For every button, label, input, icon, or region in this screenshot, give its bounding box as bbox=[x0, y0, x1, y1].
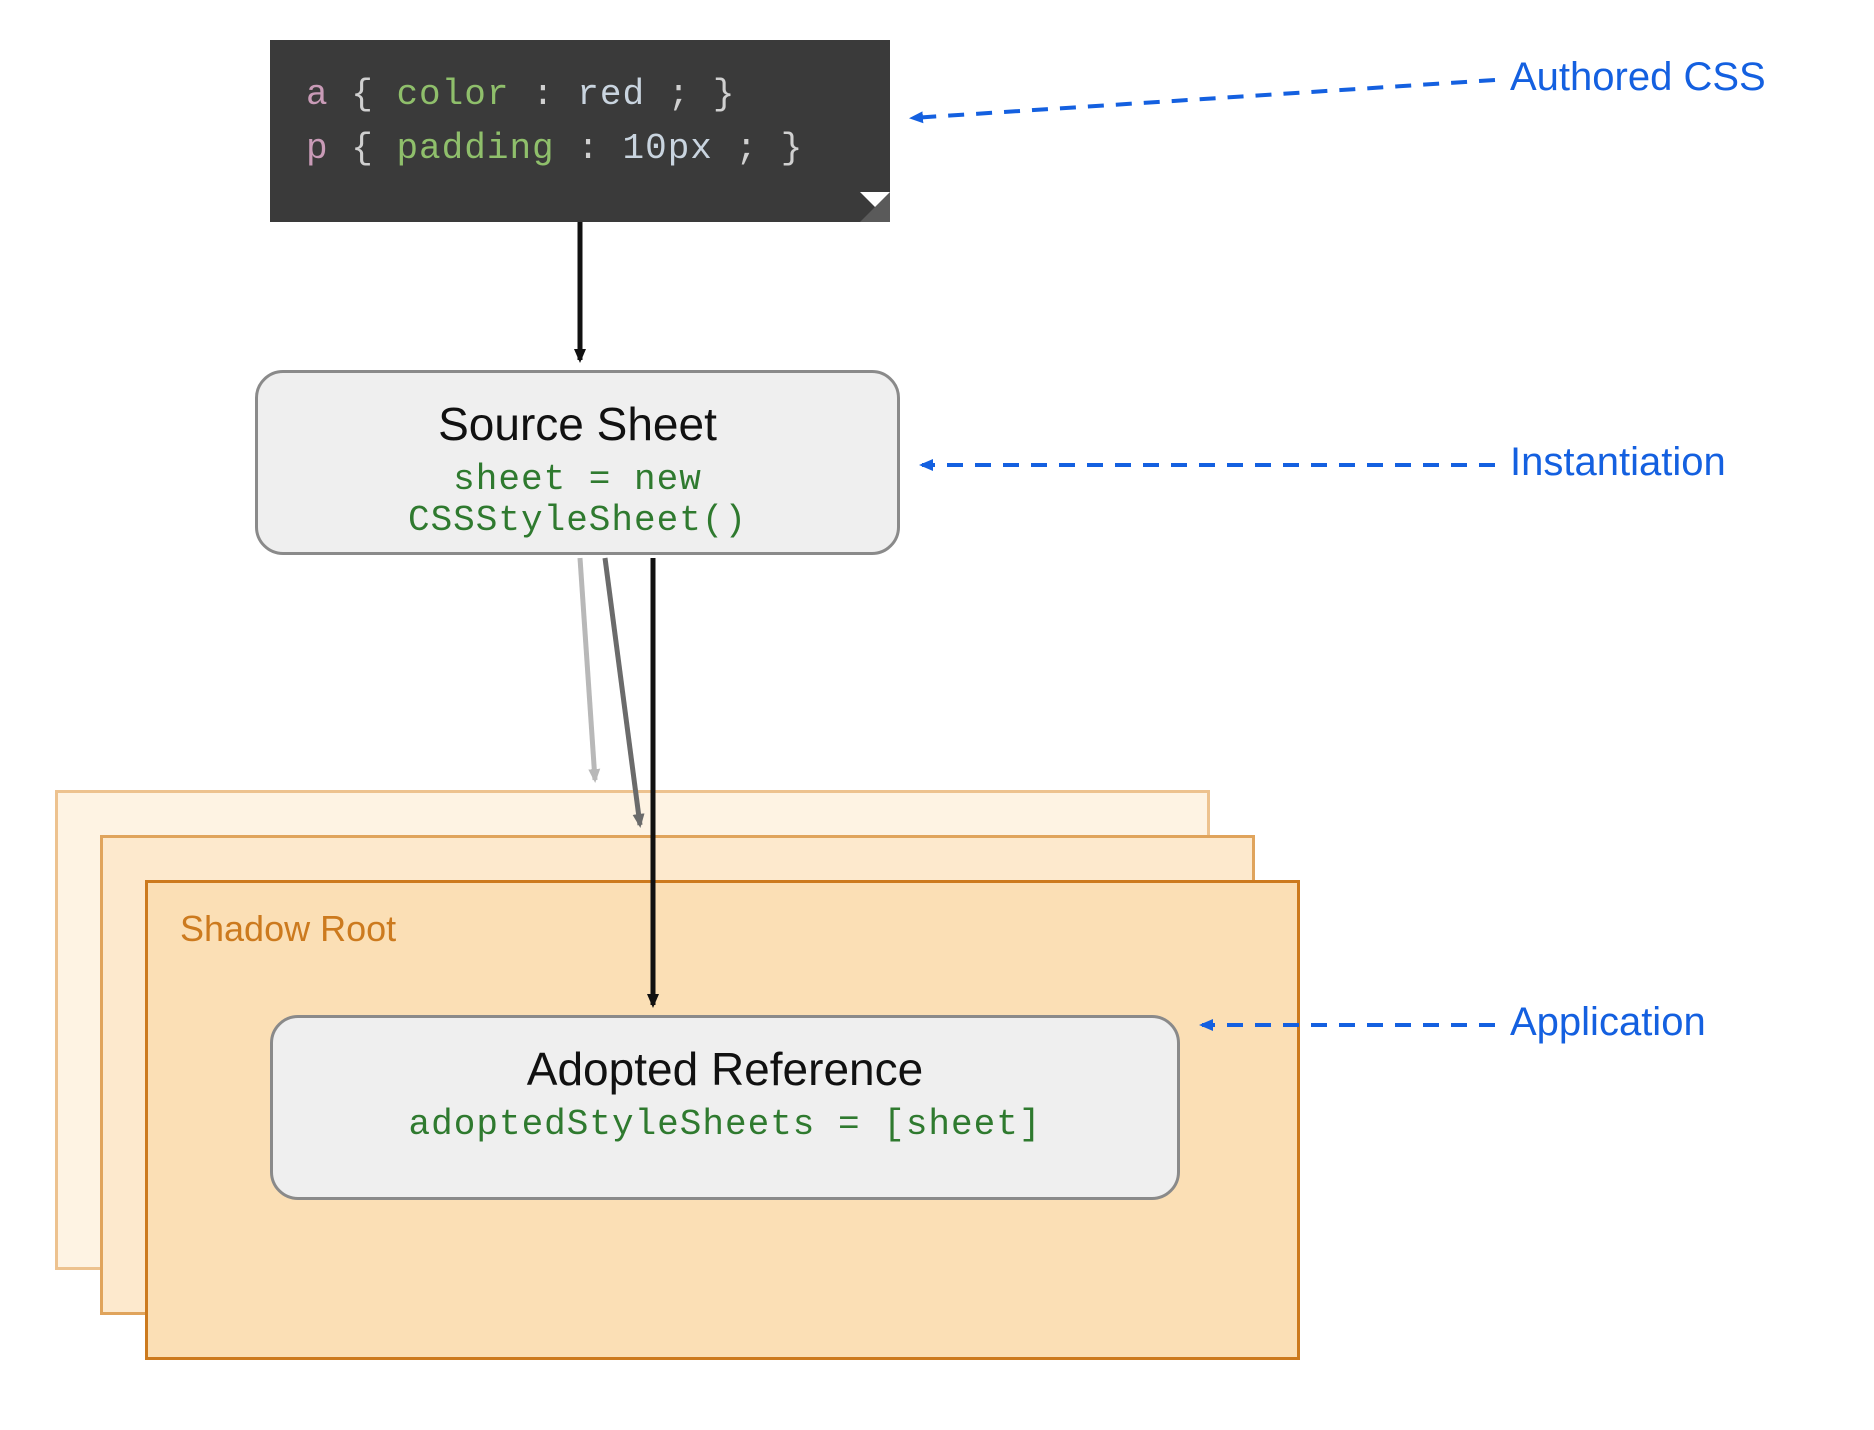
arrow-source-to-shadow-mid bbox=[605, 558, 640, 825]
annotation-instantiation: Instantiation bbox=[1510, 440, 1726, 485]
code-value: 10px bbox=[623, 128, 713, 169]
shadow-root-label: Shadow Root bbox=[180, 908, 396, 950]
code-value: red bbox=[577, 74, 645, 115]
adopted-reference-node: Adopted Reference adoptedStyleSheets = [… bbox=[270, 1015, 1180, 1200]
code-punct: { bbox=[351, 74, 396, 115]
arrow-annotation-authored-css bbox=[912, 80, 1495, 118]
code-selector: a bbox=[306, 74, 329, 115]
code-punct: { bbox=[351, 128, 396, 169]
authored-css-code-block: a { color : red ; } p { padding : 10px ;… bbox=[270, 40, 890, 222]
code-line-2: p { padding : 10px ; } bbox=[306, 122, 854, 176]
code-punct: : bbox=[532, 74, 577, 115]
code-selector: p bbox=[306, 128, 329, 169]
source-sheet-title: Source Sheet bbox=[298, 397, 857, 451]
code-line-1: a { color : red ; } bbox=[306, 68, 854, 122]
annotation-application: Application bbox=[1510, 1000, 1706, 1045]
code-property: color bbox=[396, 74, 509, 115]
arrow-source-to-shadow-back bbox=[580, 558, 595, 780]
code-punct: ; } bbox=[668, 74, 736, 115]
page-fold bbox=[860, 192, 890, 222]
code-punct: : bbox=[577, 128, 622, 169]
source-sheet-code: sheet = new CSSStyleSheet() bbox=[298, 459, 857, 541]
code-property: padding bbox=[396, 128, 554, 169]
adopted-reference-title: Adopted Reference bbox=[313, 1042, 1137, 1096]
source-sheet-node: Source Sheet sheet = new CSSStyleSheet() bbox=[255, 370, 900, 555]
code-punct: ; } bbox=[736, 128, 804, 169]
adopted-reference-code: adoptedStyleSheets = [sheet] bbox=[313, 1104, 1137, 1145]
annotation-authored-css: Authored CSS bbox=[1510, 55, 1766, 100]
